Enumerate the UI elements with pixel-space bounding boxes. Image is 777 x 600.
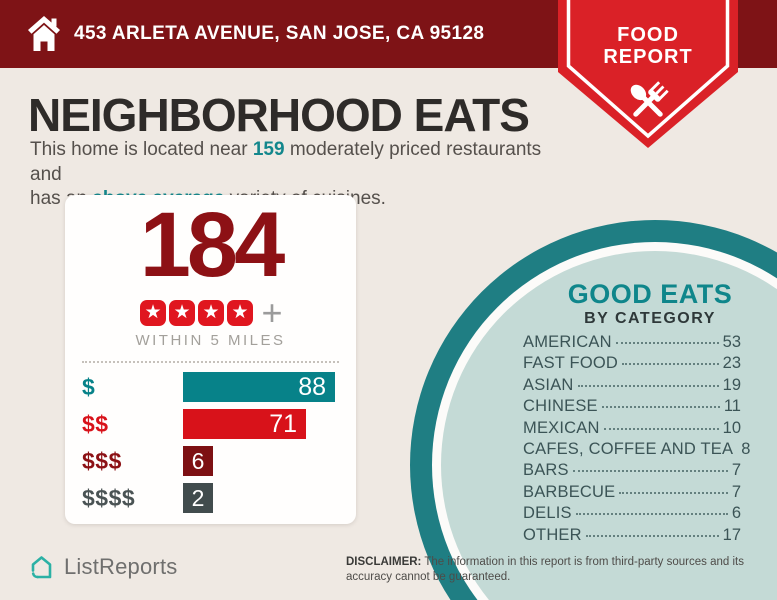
list-item: CHINESE 11 xyxy=(523,397,741,418)
restaurant-summary-card: 184 ★ ★ ★ ★ + WITHIN 5 MILES $ 88 $$ 71 … xyxy=(65,195,356,524)
listreports-logo: ListReports xyxy=(28,552,177,581)
bar: 71 xyxy=(183,409,306,439)
list-item: BARS 7 xyxy=(523,461,741,482)
price-label: $$$$ xyxy=(82,484,136,511)
home-icon xyxy=(28,16,60,51)
good-eats-subtitle: BY CATEGORY xyxy=(584,310,716,327)
brand-name: ListReports xyxy=(64,553,178,579)
star-icon: ★ xyxy=(197,300,224,326)
category-name: ASIAN xyxy=(523,375,574,394)
restaurant-count: 159 xyxy=(252,139,285,160)
intro-seg: moderately priced restaurants and xyxy=(30,139,542,185)
list-item: OTHER 17 xyxy=(523,526,741,547)
badge-ribbon-shape xyxy=(558,0,738,148)
bar: 2 xyxy=(183,483,213,513)
property-address: 453 ARLETA AVENUE, SAN JOSE, CA 95128 xyxy=(74,23,485,44)
disclaimer: DISCLAIMER: The information in this repo… xyxy=(346,555,760,584)
category-count: 7 xyxy=(731,482,741,501)
intro-seg: This home is located near xyxy=(30,139,253,160)
list-item: AMERICAN 53 xyxy=(523,333,741,354)
category-name: MEXICAN xyxy=(523,418,600,437)
category-count: 11 xyxy=(723,397,741,416)
bar-row: $$ 71 xyxy=(82,409,356,439)
list-item: CAFES, COFFEE AND TEA 8 xyxy=(523,439,750,461)
food-report-badge: FOOD REPORT xyxy=(558,0,738,152)
bar-value: 6 xyxy=(191,447,205,474)
badge-title: FOOD REPORT xyxy=(558,24,738,68)
disclaimer-label: DISCLAIMER: xyxy=(346,556,422,568)
bar-row: $$$ 6 xyxy=(82,446,356,476)
price-level-bar-chart: $ 88 $$ 71 $$$ 6 $$$$ 2 xyxy=(82,372,356,513)
category-count: 19 xyxy=(722,375,741,394)
listreports-house-icon xyxy=(31,556,52,579)
disclaimer-text: The information in this report is from t… xyxy=(346,556,744,583)
bar-value: 2 xyxy=(191,484,205,511)
dot-leader xyxy=(577,384,719,387)
dotted-divider xyxy=(82,361,339,363)
good-eats-header: GOOD EATS BY CATEGORY xyxy=(530,281,770,327)
dot-leader xyxy=(585,534,719,537)
list-item: MEXICAN 10 xyxy=(523,419,741,440)
star-icon: ★ xyxy=(139,300,166,326)
page-title: NEIGHBORHOOD EATS xyxy=(28,89,530,141)
bar: 88 xyxy=(183,372,335,402)
dot-leader xyxy=(615,342,719,344)
bar: 6 xyxy=(183,446,213,476)
price-label: $$$ xyxy=(82,447,122,474)
category-count: 10 xyxy=(722,418,741,437)
category-name: BARBECUE xyxy=(523,482,616,501)
bar-value: 88 xyxy=(298,372,326,401)
list-item: ASIAN 19 xyxy=(523,376,741,397)
star-icon: ★ xyxy=(226,300,253,326)
star-rating: ★ ★ ★ ★ + xyxy=(65,292,356,333)
total-restaurants-count: 184 xyxy=(139,194,286,296)
category-name: DELIS xyxy=(523,504,572,523)
list-item: BARBECUE 7 xyxy=(523,483,741,504)
category-count: 7 xyxy=(731,461,741,480)
list-item: DELIS 6 xyxy=(523,504,741,525)
bar-row: $ 88 xyxy=(82,372,356,402)
dot-leader xyxy=(575,513,728,516)
category-count: 8 xyxy=(741,439,751,458)
category-name: FAST FOOD xyxy=(523,354,619,373)
spoon-fork-icon xyxy=(630,81,669,117)
category-name: OTHER xyxy=(523,525,582,544)
bar-value: 71 xyxy=(269,409,297,438)
star-icon: ★ xyxy=(168,300,195,326)
dot-leader xyxy=(603,427,719,430)
category-list: AMERICAN 53 FAST FOOD 23 ASIAN 19 CHINESE 11… xyxy=(523,333,750,547)
dot-leader xyxy=(601,406,720,409)
badge-title-line2: REPORT xyxy=(603,46,693,68)
radius-caption: WITHIN 5 MILES xyxy=(135,332,286,349)
good-eats-title: GOOD EATS xyxy=(567,279,733,309)
category-name: CHINESE xyxy=(523,397,598,416)
dot-leader xyxy=(619,491,728,494)
plus-icon: + xyxy=(261,292,283,333)
category-count: 6 xyxy=(731,504,741,523)
price-label: $ xyxy=(82,373,96,400)
category-count: 17 xyxy=(722,525,741,544)
category-name: BARS xyxy=(523,461,569,480)
category-name: CAFES, COFFEE AND TEA xyxy=(523,439,734,458)
category-count: 23 xyxy=(722,354,741,373)
price-label: $$ xyxy=(82,410,109,437)
category-count: 53 xyxy=(722,333,741,351)
bar-row: $$$$ 2 xyxy=(82,483,356,513)
list-item: FAST FOOD 23 xyxy=(523,354,741,375)
dot-leader xyxy=(572,470,728,473)
badge-title-line1: FOOD xyxy=(617,24,679,46)
category-name: AMERICAN xyxy=(523,333,612,351)
dot-leader xyxy=(622,363,719,366)
